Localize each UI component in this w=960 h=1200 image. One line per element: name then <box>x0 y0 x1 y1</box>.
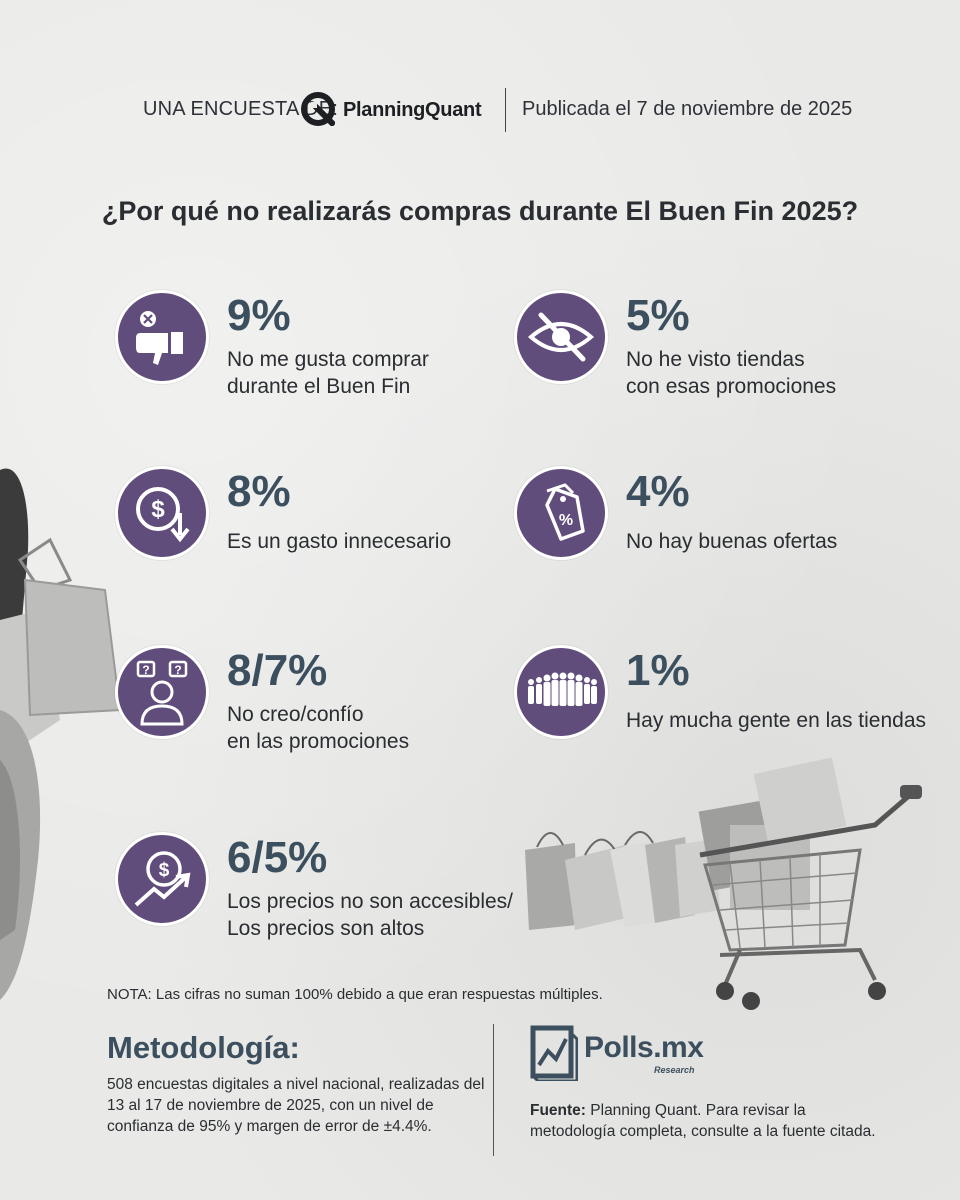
note-text: NOTA: Las cifras no suman 100% debido a … <box>107 986 603 1003</box>
published-date: Publicada el 7 de noviembre de 2025 <box>522 98 853 120</box>
reason-badge <box>514 290 608 384</box>
reason-label-line: Los precios son altos <box>227 917 425 940</box>
methodology-body: 508 encuestas digitales a nivel nacional… <box>107 1076 485 1135</box>
reason-badge <box>115 290 209 384</box>
reason-label-line: No me gusta comprar <box>227 348 429 371</box>
svg-text:$: $ <box>159 860 170 881</box>
reason-label-line: con esas promociones <box>626 375 837 398</box>
reason-label-line: Los precios no son accesibles/ <box>227 890 513 913</box>
shopper-photo <box>0 468 122 1000</box>
source-text: Fuente: Planning Quant. Para revisar la … <box>530 1100 890 1142</box>
reason-label: Los precios no son accesibles/ Los preci… <box>227 888 513 942</box>
polls-logo: Polls.mx Research <box>530 1025 750 1085</box>
reason-label-line: durante el Buen Fin <box>227 375 411 398</box>
reason-label: No creo/confío en las promociones <box>227 701 409 755</box>
price-rise-icon: $ <box>134 851 191 907</box>
planningquant-logo: PlanningQuant <box>301 92 541 128</box>
reason-label-line: en las promociones <box>227 730 410 753</box>
source-label: Fuente: <box>530 1102 586 1119</box>
methodology-title: Metodología: <box>107 1030 300 1065</box>
reason-badge: % <box>514 466 608 560</box>
shopping-cart-photo <box>525 757 922 1010</box>
thumbs-down-icon <box>136 311 183 365</box>
reason-percentage: 4% <box>626 467 690 516</box>
polls-name: Polls.mx <box>584 1031 704 1064</box>
planningquant-logo-text: PlanningQuant <box>343 99 482 121</box>
reason-percentage: 5% <box>626 291 690 340</box>
survey-question: ¿Por qué no realizarás compras durante E… <box>101 196 859 226</box>
reason-label: Es un gasto innecesario <box>227 528 451 555</box>
reason-label-line: Es un gasto innecesario <box>227 530 452 553</box>
polls-subtitle: Research <box>654 1065 695 1075</box>
source-body: Planning Quant. Para revisar la metodolo… <box>530 1102 876 1140</box>
doubt-person-icon: ? ? <box>136 660 188 726</box>
reason-badge <box>514 645 608 739</box>
reason-label: No hay buenas ofertas <box>626 528 837 555</box>
reason-badge: $ <box>115 466 209 560</box>
reason-label: No he visto tiendas con esas promociones <box>626 346 836 400</box>
reason-label: No me gusta comprar durante el Buen Fin <box>227 346 429 400</box>
reason-percentage: 8% <box>227 467 291 516</box>
reason-badge: $ <box>115 832 209 926</box>
footer-divider <box>493 1024 494 1156</box>
polls-chart-icon <box>530 1025 578 1081</box>
svg-text:?: ? <box>174 663 181 677</box>
header-divider <box>505 88 506 132</box>
survey-by-label: UNA ENCUESTA DE: <box>143 98 339 120</box>
planningquant-logo-icon <box>301 92 335 126</box>
reason-percentage: 9% <box>227 291 291 340</box>
reason-percentage: 1% <box>626 646 690 695</box>
svg-text:%: % <box>559 512 573 529</box>
discount-tag-icon: % <box>545 483 585 541</box>
reason-label-line: No creo/confío <box>227 703 364 726</box>
reason-label-line: No he visto tiendas <box>626 348 805 371</box>
dollar-down-icon: $ <box>136 487 190 543</box>
reason-label-line: No hay buenas ofertas <box>626 530 838 553</box>
reason-percentage: 6/5% <box>227 833 328 882</box>
reason-percentage: 8/7% <box>227 646 328 695</box>
reason-badge: ? ? <box>115 645 209 739</box>
crowd-icon <box>528 672 597 706</box>
reason-label-line: Hay mucha gente en las tiendas <box>626 709 927 732</box>
svg-text:?: ? <box>142 663 149 677</box>
svg-text:$: $ <box>151 496 165 523</box>
header: UNA ENCUESTA DE: PlanningQuant Publicada… <box>0 88 960 132</box>
eye-slash-icon <box>527 312 595 362</box>
reason-label: Hay mucha gente en las tiendas <box>626 707 926 734</box>
